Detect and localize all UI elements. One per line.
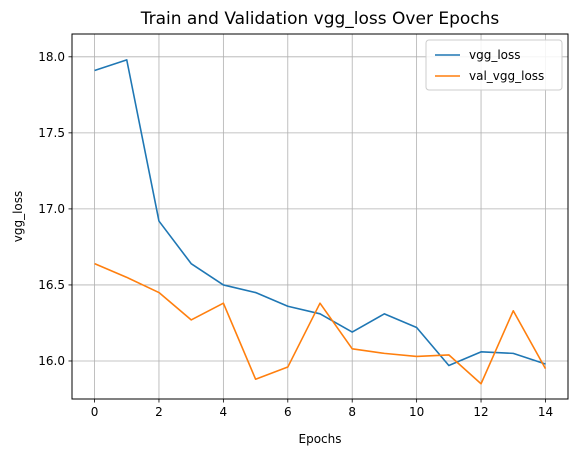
legend-label: val_vgg_loss — [469, 69, 544, 83]
x-tick-label: 8 — [348, 405, 356, 419]
x-tick-label: 14 — [538, 405, 553, 419]
y-axis-label: vgg_loss — [11, 191, 25, 243]
x-tick-label: 0 — [91, 405, 99, 419]
x-tick-label: 4 — [220, 405, 228, 419]
y-tick-label: 17.5 — [38, 126, 65, 140]
y-tick-label: 17.0 — [38, 202, 65, 216]
x-tick-label: 10 — [409, 405, 424, 419]
x-tick-label: 12 — [473, 405, 488, 419]
x-tick-label: 6 — [284, 405, 292, 419]
chart-title: Train and Validation vgg_loss Over Epoch… — [140, 9, 500, 29]
plot-frame — [71, 33, 569, 400]
y-tick-label: 16.0 — [38, 354, 65, 368]
series-lines — [94, 59, 547, 385]
legend: vgg_loss val_vgg_loss — [425, 39, 563, 91]
axis-ticks: 0 2 4 6 8 10 12 14 16.0 16.5 17.0 17.5 18.0 — [38, 50, 553, 419]
y-tick-label: 16.5 — [38, 278, 65, 292]
y-tick-label: 18.0 — [38, 50, 65, 64]
x-tick-label: 2 — [155, 405, 163, 419]
legend-box — [425, 39, 563, 91]
x-axis-label: Epochs — [299, 432, 342, 446]
grid — [72, 34, 568, 399]
legend-label: vgg_loss — [469, 48, 521, 62]
